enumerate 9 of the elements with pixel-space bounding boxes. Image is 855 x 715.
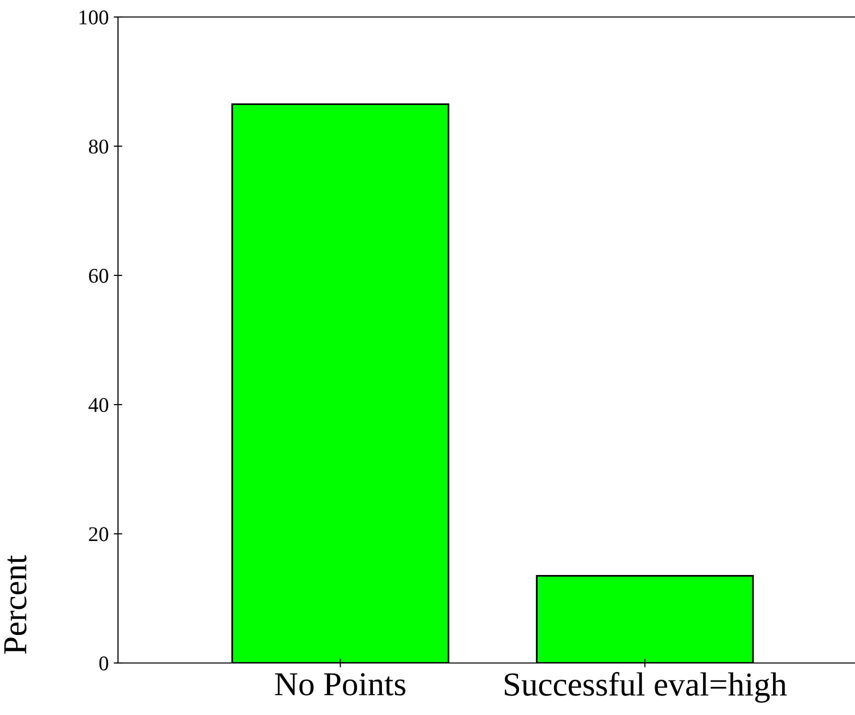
x-tick-label: Successful eval=high [504, 672, 787, 703]
y-tick-label: 100 [80, 10, 108, 24]
y-tick-label: 20 [89, 527, 108, 542]
y-tick-label: 0 [99, 656, 108, 670]
y-tick-label: 40 [88, 398, 108, 412]
y-tick-label: 60 [89, 268, 108, 283]
x-tick-label: No Points [275, 673, 406, 696]
y-axis-title: Percent [4, 555, 26, 654]
y-tick-label: 80 [88, 140, 108, 154]
